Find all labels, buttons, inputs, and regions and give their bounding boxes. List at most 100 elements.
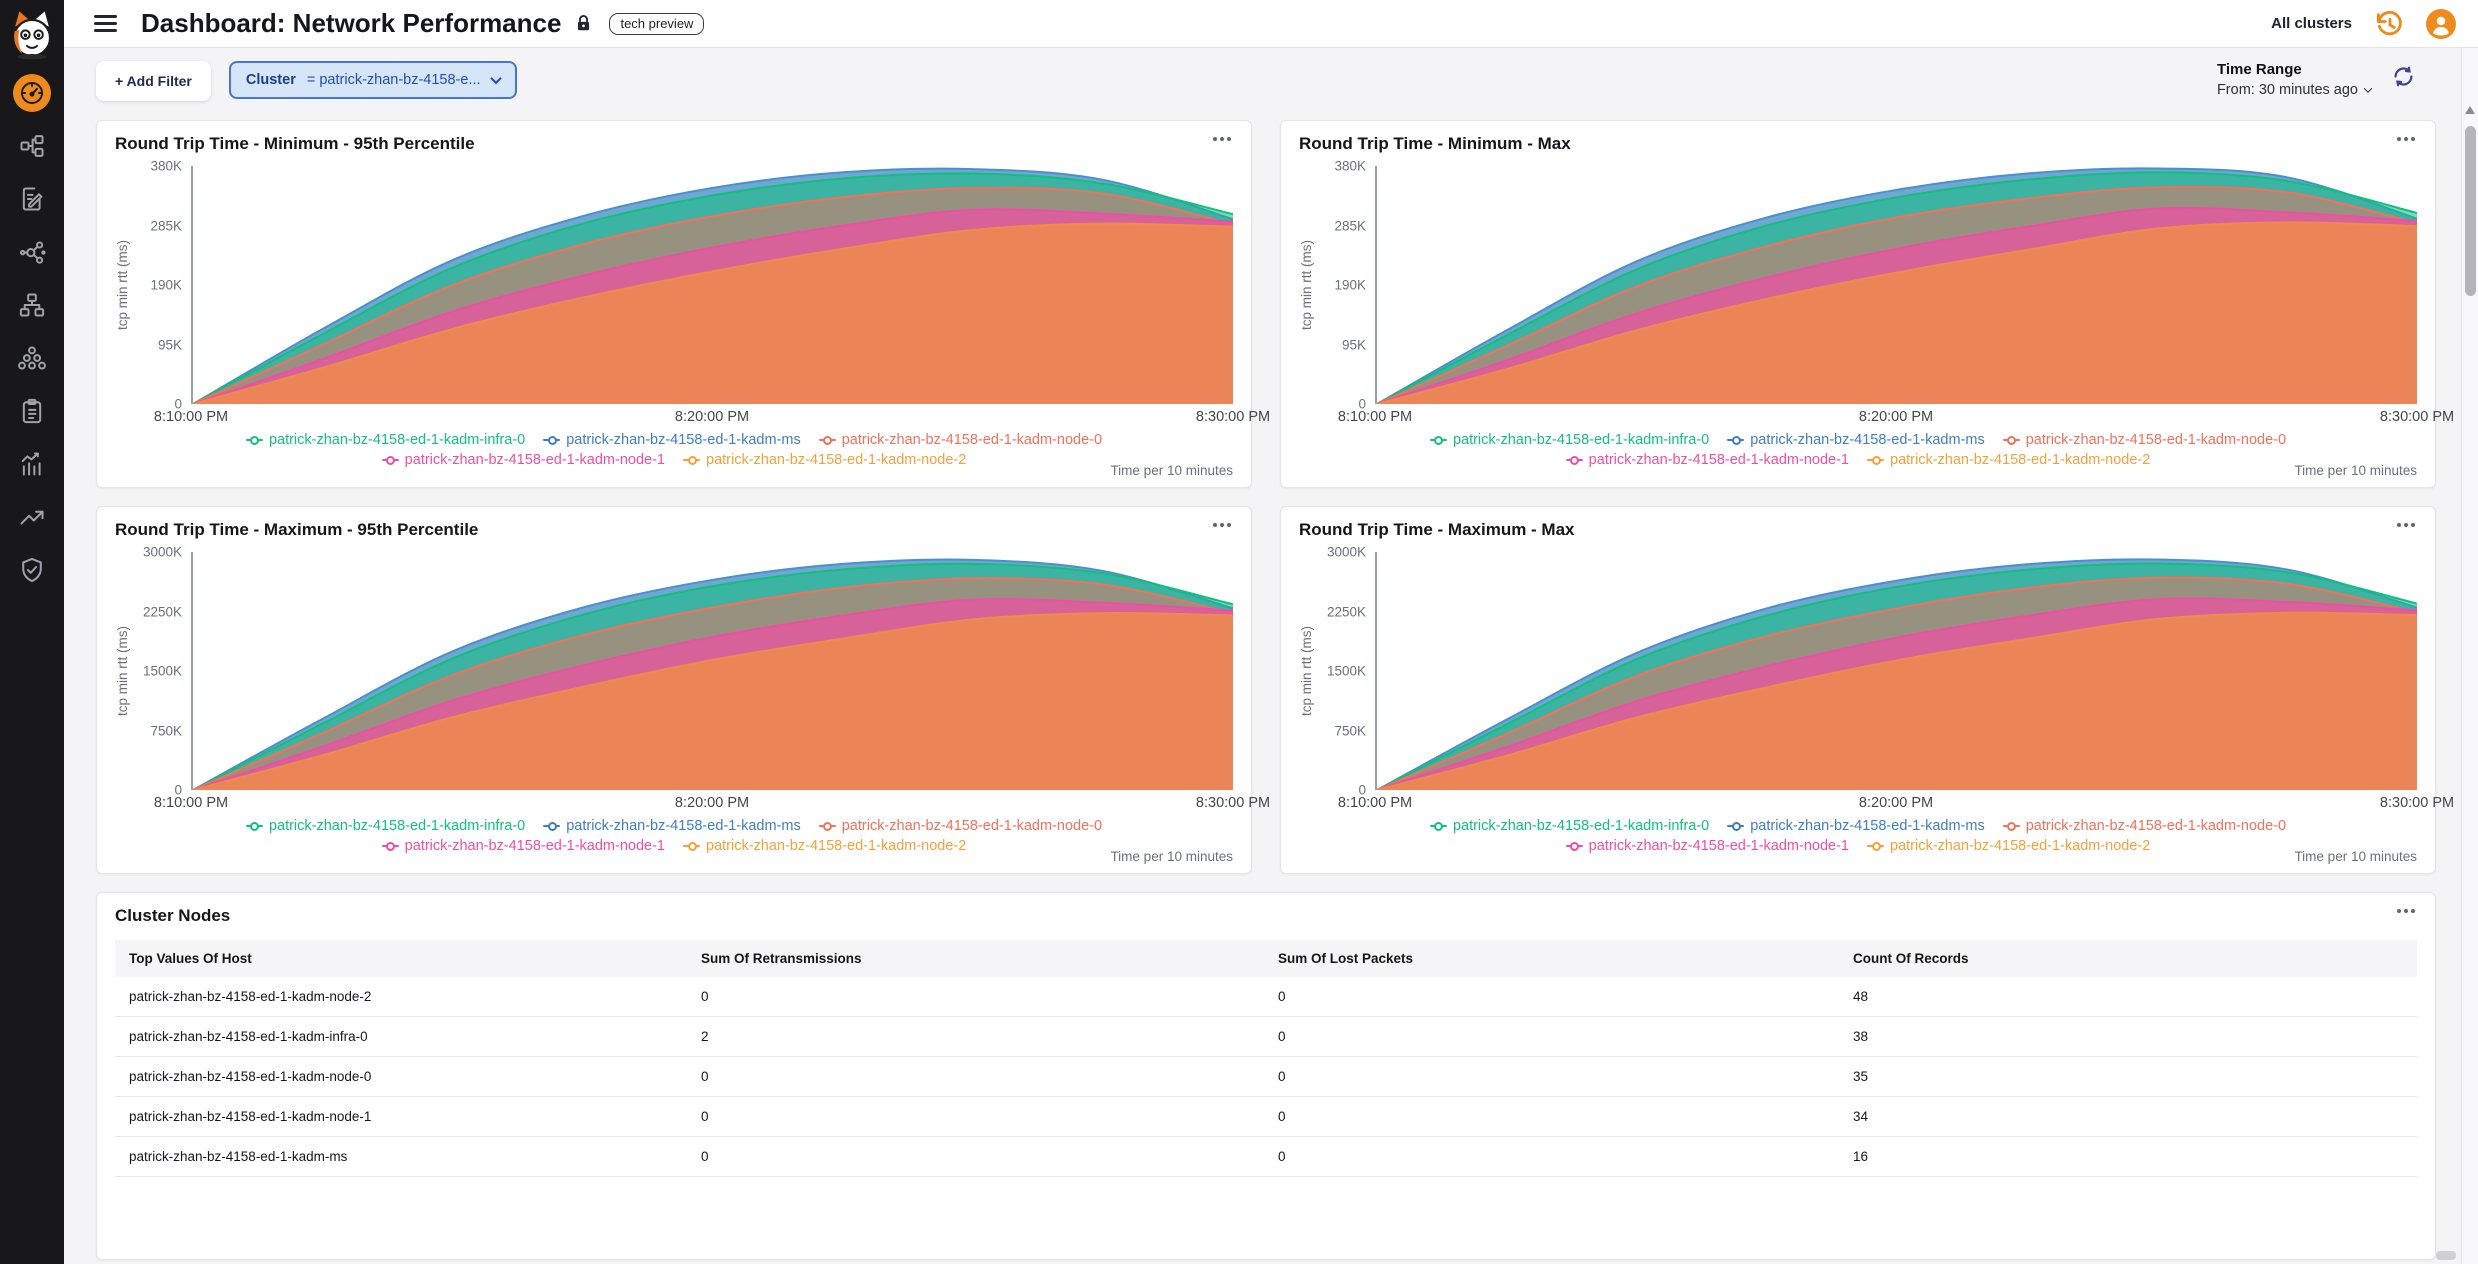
series-line: [193, 208, 1233, 404]
legend-item[interactable]: patrick-zhan-bz-4158-ed-1-kadm-node-1: [1565, 838, 1849, 854]
chart-panel-3: Round Trip Time - Maximum - 95th Percent…: [96, 506, 1270, 874]
y-tick-label: 285K: [150, 218, 182, 233]
panel-menu-button[interactable]: [2390, 133, 2419, 145]
panel-menu-button[interactable]: [2390, 519, 2419, 531]
x-axis-ticks: 8:10:00 PM 8:20:00 PM 8:30:00 PM: [154, 790, 1270, 814]
add-filter-button[interactable]: + Add Filter: [96, 61, 211, 101]
y-tick-label: 285K: [1334, 218, 1366, 233]
legend-item[interactable]: patrick-zhan-bz-4158-ed-1-kadm-infra-0: [245, 432, 525, 448]
panel-menu-button[interactable]: [1206, 519, 1235, 531]
share-network-icon: [19, 241, 46, 264]
table-row: patrick-zhan-bz-4158-ed-1-kadm-ms 0 0 16: [115, 1136, 2417, 1177]
chart-legend: patrick-zhan-bz-4158-ed-1-kadm-infra-0 pa…: [115, 432, 1233, 468]
sidebar-item-shield-check[interactable]: [13, 551, 51, 589]
panel-title: Round Trip Time - Maximum - Max: [1299, 520, 1575, 539]
area-chart-svg: [193, 558, 1233, 790]
y-tick-label: 95K: [1341, 337, 1366, 352]
table-cell: patrick-zhan-bz-4158-ed-1-kadm-node-1: [115, 1096, 687, 1137]
legend-row: patrick-zhan-bz-4158-ed-1-kadm-infra-0 pa…: [1429, 818, 2286, 834]
sidebar-nav: [0, 74, 64, 589]
sitemap-icon: [19, 293, 45, 317]
table-cell: 0: [687, 1136, 1264, 1177]
panel-menu-button[interactable]: [2390, 905, 2419, 917]
legend-item[interactable]: patrick-zhan-bz-4158-ed-1-kadm-node-0: [818, 818, 1102, 834]
legend-item[interactable]: patrick-zhan-bz-4158-ed-1-kadm-node-2: [683, 452, 966, 468]
legend-row: patrick-zhan-bz-4158-ed-1-kadm-infra-0 pa…: [1429, 432, 2286, 448]
legend-item[interactable]: patrick-zhan-bz-4158-ed-1-kadm-node-0: [2002, 432, 2286, 448]
legend-item[interactable]: patrick-zhan-bz-4158-ed-1-kadm-node-2: [1867, 838, 2150, 854]
cluster-filter-pill[interactable]: Cluster = patrick-zhan-bz-4158-e...: [228, 61, 517, 99]
x-tick-label: 8:30:00 PM: [2379, 795, 2455, 811]
legend-item[interactable]: patrick-zhan-bz-4158-ed-1-kadm-node-0: [2002, 818, 2286, 834]
legend-item[interactable]: patrick-zhan-bz-4158-ed-1-kadm-infra-0: [1429, 818, 1709, 834]
table-row: patrick-zhan-bz-4158-ed-1-kadm-node-2 0 0 4…: [115, 977, 2417, 1017]
dashboard-content: Round Trip Time - Minimum - 95th Percent…: [96, 120, 2454, 1260]
legend-item[interactable]: patrick-zhan-bz-4158-ed-1-kadm-infra-0: [245, 818, 526, 834]
gauge-icon: [20, 81, 44, 105]
panel-menu-button[interactable]: [1206, 133, 1235, 145]
table-cell: 0: [687, 977, 1264, 1017]
legend-item[interactable]: patrick-zhan-bz-4158-ed-1-kadm-node-0: [818, 432, 1102, 448]
legend-item[interactable]: patrick-zhan-bz-4158-ed-1-kadm-ms: [1727, 432, 1985, 448]
scrollbar-thumb[interactable]: [2465, 126, 2476, 296]
scrollbar-up-arrow[interactable]: [2465, 106, 2475, 114]
table-column-header: Top Values Of Host: [115, 940, 687, 977]
vertical-scrollbar[interactable]: [2461, 48, 2478, 1264]
sidebar-item-document-edit[interactable]: [13, 180, 51, 218]
legend-row: patrick-zhan-bz-4158-ed-1-kadm-node-1 pat…: [381, 452, 966, 468]
legend-label: patrick-zhan-bz-4158-ed-1-kadm-infra-0: [268, 818, 526, 834]
refresh-icon[interactable]: [2391, 64, 2416, 98]
sidebar-item-topology[interactable]: [13, 127, 51, 165]
sidebar-item-share-network[interactable]: [13, 233, 51, 271]
chart-footnote: Time per 10 minutes: [2294, 463, 2417, 478]
table-cell: 16: [1839, 1136, 2417, 1177]
sidebar-item-bar-chart[interactable]: [13, 445, 51, 483]
cat-mascot-logo[interactable]: [9, 6, 55, 60]
panel-title: Round Trip Time - Minimum - 95th Percent…: [115, 134, 475, 153]
legend-row: patrick-zhan-bz-4158-ed-1-kadm-infra-0 pa…: [245, 818, 1102, 834]
scrollbar-corner: [2436, 1251, 2456, 1260]
legend-item[interactable]: patrick-zhan-bz-4158-ed-1-kadm-node-2: [683, 838, 966, 854]
legend-item[interactable]: patrick-zhan-bz-4158-ed-1-kadm-node-1: [381, 452, 665, 468]
legend-marker-icon: [1727, 821, 1745, 831]
all-clusters-link[interactable]: All clusters: [2271, 15, 2352, 32]
history-icon[interactable]: [2374, 9, 2404, 39]
x-tick-label: 8:10:00 PM: [153, 409, 229, 425]
sidebar: [0, 0, 64, 1264]
legend-item[interactable]: patrick-zhan-bz-4158-ed-1-kadm-ms: [543, 818, 801, 834]
chart-area: tcp min rtt (ms) 3000K 2250K 1500K 750K 0 8:10…: [115, 545, 1270, 814]
y-tick-label: 2250K: [142, 604, 182, 619]
time-range-selector[interactable]: From: 30 minutes ago: [2217, 82, 2373, 98]
legend-marker-icon: [1429, 821, 1447, 831]
table-cell: patrick-zhan-bz-4158-ed-1-kadm-infra-0: [115, 1016, 687, 1057]
series-line: [1377, 611, 2417, 790]
sidebar-item-clipboard[interactable]: [13, 392, 51, 430]
legend-item[interactable]: patrick-zhan-bz-4158-ed-1-kadm-node-2: [1867, 452, 2150, 468]
table-cell: 48: [1839, 977, 2417, 1017]
legend-item[interactable]: patrick-zhan-bz-4158-ed-1-kadm-infra-0: [1429, 432, 1709, 448]
y-tick-label: 1500K: [142, 663, 182, 679]
y-tick-label: 380K: [1334, 158, 1366, 174]
table-cell: 0: [687, 1096, 1264, 1137]
sidebar-item-trend-arrow[interactable]: [13, 498, 51, 536]
x-tick-label: 8:30:00 PM: [1195, 795, 1271, 811]
legend-item[interactable]: patrick-zhan-bz-4158-ed-1-kadm-node-1: [1565, 452, 1849, 468]
hamburger-menu-icon[interactable]: [94, 15, 117, 32]
x-tick-label: 8:20:00 PM: [674, 795, 750, 811]
plot-column: 8:10:00 PM 8:20:00 PM 8:30:00 PM: [1338, 552, 2454, 814]
user-avatar[interactable]: [2426, 8, 2456, 39]
filter-bar: + Add Filter Cluster = patrick-zhan-bz-4…: [64, 48, 2478, 101]
legend-item[interactable]: patrick-zhan-bz-4158-ed-1-kadm-ms: [1727, 818, 1985, 834]
y-axis-title: tcp min rtt (ms): [115, 240, 130, 330]
legend-item[interactable]: patrick-zhan-bz-4158-ed-1-kadm-ms: [543, 432, 801, 448]
lock-icon: [578, 15, 590, 31]
sidebar-item-gauge[interactable]: [13, 74, 51, 112]
area-chart-svg: [193, 167, 1233, 404]
sidebar-item-cluster-rings[interactable]: [13, 339, 51, 377]
y-tick-label: 0: [174, 782, 182, 798]
sidebar-item-sitemap[interactable]: [13, 286, 51, 324]
x-tick-label: 8:20:00 PM: [674, 409, 750, 425]
legend-label: patrick-zhan-bz-4158-ed-1-kadm-node-1: [404, 838, 665, 854]
panel-title: Round Trip Time - Minimum - Max: [1299, 134, 1571, 153]
legend-item[interactable]: patrick-zhan-bz-4158-ed-1-kadm-node-1: [381, 838, 665, 854]
